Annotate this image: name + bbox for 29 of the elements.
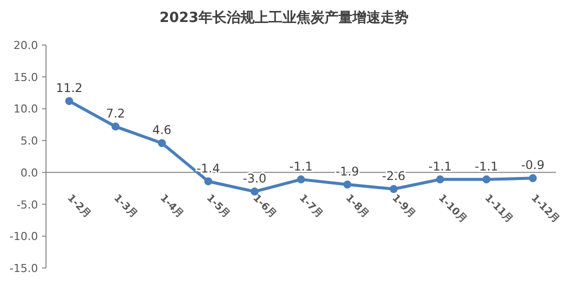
point bbox=[297, 175, 305, 184]
y-tick-label: 15.0 bbox=[14, 70, 38, 84]
point bbox=[204, 177, 212, 186]
point bbox=[390, 184, 398, 193]
y-tick-label: 10.0 bbox=[14, 102, 38, 116]
data-label: -1.4 bbox=[196, 161, 220, 176]
data-label: -1.1 bbox=[289, 159, 313, 174]
data-label: -1.1 bbox=[428, 159, 452, 174]
point bbox=[482, 175, 490, 184]
point bbox=[65, 97, 74, 106]
data-label: 4.6 bbox=[152, 123, 172, 138]
y-tick-label: -10.0 bbox=[10, 230, 38, 244]
point bbox=[112, 122, 120, 131]
y-tick-label: 20.0 bbox=[14, 39, 38, 52]
y-tick-label: -15.0 bbox=[10, 262, 38, 275]
point bbox=[528, 174, 537, 182]
point bbox=[158, 139, 166, 148]
data-label: 11.2 bbox=[56, 81, 83, 96]
data-label: -0.9 bbox=[521, 158, 545, 172]
y-tick-label: -5.0 bbox=[16, 198, 38, 212]
data-label: -3.0 bbox=[242, 172, 266, 186]
point bbox=[436, 175, 444, 184]
point bbox=[343, 180, 352, 189]
data-label: -1.1 bbox=[474, 159, 498, 174]
chart-title: 2023年长治规上工业焦炭产量增速走势 bbox=[160, 9, 408, 26]
data-label: -2.6 bbox=[382, 168, 406, 183]
data-label: 7.2 bbox=[106, 106, 126, 121]
y-tick-label: 5.0 bbox=[20, 134, 38, 148]
y-tick-label: 0.0 bbox=[20, 166, 38, 180]
